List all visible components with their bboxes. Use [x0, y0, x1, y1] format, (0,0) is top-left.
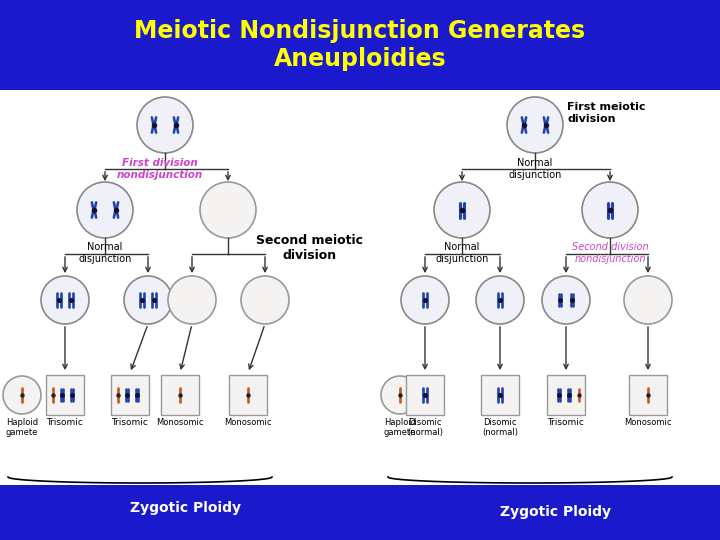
Text: Monosomic: Monosomic: [224, 418, 271, 427]
Circle shape: [137, 97, 193, 153]
Text: Normal
disjunction: Normal disjunction: [78, 242, 132, 264]
Bar: [111, 375, 149, 415]
Text: Monosomic: Monosomic: [156, 418, 204, 427]
Text: Monosomic: Monosomic: [624, 418, 672, 427]
Circle shape: [200, 182, 256, 238]
Text: Second division
nondisjunction: Second division nondisjunction: [572, 242, 648, 264]
Circle shape: [41, 276, 89, 324]
Text: Haploid
gamete: Haploid gamete: [384, 418, 416, 437]
Circle shape: [507, 97, 563, 153]
Circle shape: [582, 182, 638, 238]
Circle shape: [124, 276, 172, 324]
Text: Disomic
(normal): Disomic (normal): [482, 418, 518, 437]
Circle shape: [476, 276, 524, 324]
Circle shape: [542, 276, 590, 324]
Text: Trisomic: Trisomic: [47, 418, 84, 427]
Bar: [481, 375, 519, 415]
Circle shape: [3, 376, 41, 414]
Bar: [0, 90, 720, 485]
Circle shape: [77, 182, 133, 238]
Bar: [229, 375, 267, 415]
Bar: [629, 375, 667, 415]
Circle shape: [624, 276, 672, 324]
Text: Zygotic Ploidy: Zygotic Ploidy: [500, 505, 611, 519]
Text: Haploid
gamete: Haploid gamete: [6, 418, 38, 437]
Circle shape: [401, 276, 449, 324]
Bar: [161, 375, 199, 415]
Bar: [0, 485, 720, 540]
Bar: [547, 375, 585, 415]
Bar: [406, 375, 444, 415]
Text: Second meiotic
division: Second meiotic division: [256, 234, 364, 262]
Text: Disomic
(normal): Disomic (normal): [407, 418, 443, 437]
Text: Trisomic: Trisomic: [548, 418, 585, 427]
Circle shape: [168, 276, 216, 324]
Bar: [46, 375, 84, 415]
Text: Normal
disjunction: Normal disjunction: [508, 158, 562, 180]
Text: Zygotic Ploidy: Zygotic Ploidy: [130, 501, 240, 515]
Text: Trisomic: Trisomic: [112, 418, 148, 427]
Circle shape: [381, 376, 419, 414]
Text: Meiotic Nondisjunction Generates
Aneuploidies: Meiotic Nondisjunction Generates Aneuplo…: [135, 19, 585, 71]
Circle shape: [434, 182, 490, 238]
Text: Normal
disjunction: Normal disjunction: [436, 242, 489, 264]
Text: First meiotic
division: First meiotic division: [567, 102, 646, 124]
Text: First division
nondisjunction: First division nondisjunction: [117, 158, 203, 180]
Circle shape: [241, 276, 289, 324]
